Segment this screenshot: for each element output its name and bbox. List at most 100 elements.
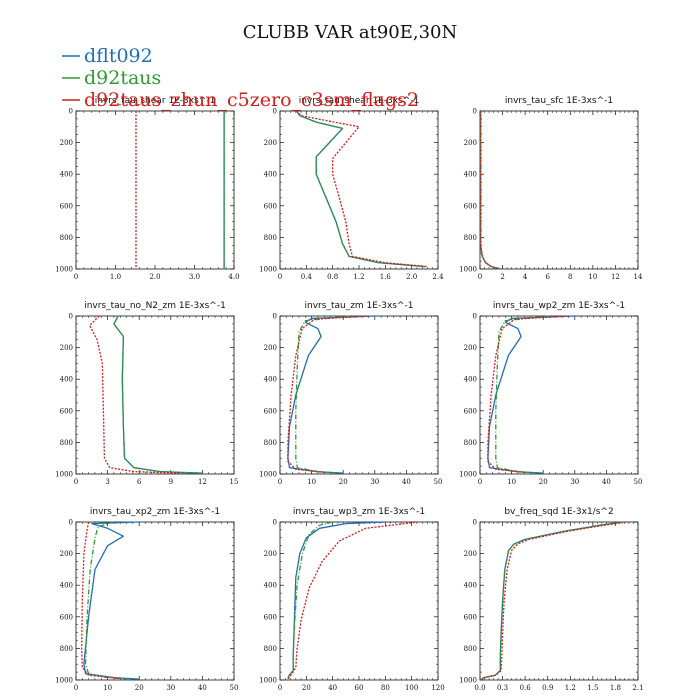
x-tick-label: 0 xyxy=(74,478,78,486)
y-tick-label: 200 xyxy=(464,344,477,352)
series-line-d92taus_zhun_c5zero_c3sm_flags2 xyxy=(487,315,569,474)
plot-frame xyxy=(479,110,639,270)
y-tick-label: 800 xyxy=(264,645,277,653)
x-tick-label: 50 xyxy=(434,478,443,486)
y-tick-label: 400 xyxy=(60,376,73,384)
panel-title: invrs_tau_xp2_zm 1E-3xs^-1 xyxy=(90,507,220,517)
y-tick-label: 0 xyxy=(473,108,477,116)
y-tick-label: 400 xyxy=(264,582,277,590)
x-tick-label: 40 xyxy=(198,684,207,692)
panel-invrs_tau_wp3_zm: invrs_tau_wp3_zm 1E-3xs^-1 0 20 40 60 80 100 12… xyxy=(259,507,445,692)
panel-invrs_tau_no_N2_zm: invrs_tau_no_N2_zm 1E-3xs^-1 0 3 6 9 12 15 0 200… xyxy=(55,301,238,486)
x-tick-label: 0 xyxy=(478,273,482,281)
x-tick-label: 0.8 xyxy=(327,273,338,281)
panel-invrs_tau_shear: invrs_tau_shear 1E-3xs^-1 0 1.0 2.0 3.0 4.0 0 2… xyxy=(55,96,239,281)
y-tick-label: 800 xyxy=(60,234,73,242)
y-tick-label: 400 xyxy=(264,376,277,384)
x-tick-label: 0 xyxy=(74,684,78,692)
x-tick-label: 2.0 xyxy=(149,273,160,281)
y-tick-label: 200 xyxy=(264,550,277,558)
series-line-d92taus xyxy=(295,110,425,268)
x-tick-label: 30 xyxy=(166,684,175,692)
series-line-dflt092 xyxy=(487,315,575,474)
plot-frame xyxy=(75,521,235,681)
y-tick-label: 800 xyxy=(464,234,477,242)
x-tick-label: 14 xyxy=(634,273,643,281)
panel-invrs_tau_xp2_zm: invrs_tau_xp2_zm 1E-3xs^-1 0 10 20 30 40 50 0 20… xyxy=(55,507,238,692)
x-tick-label: 50 xyxy=(230,684,239,692)
y-tick-label: 0 xyxy=(69,519,73,527)
panel-invrs_tau_shear: invrs_tau_shear 1E-3xs^-1 0 0.4 0.8 1.2 1.6 2.… xyxy=(259,96,444,281)
x-tick-label: 1.2 xyxy=(353,273,364,281)
x-tick-label: 0.3 xyxy=(497,684,508,692)
plot-frame xyxy=(75,315,235,475)
y-tick-label: 0 xyxy=(473,313,477,321)
x-tick-label: 20 xyxy=(135,684,144,692)
x-tick-label: 0.0 xyxy=(474,684,485,692)
y-tick-label: 1000 xyxy=(459,471,477,479)
series-line-d92taus xyxy=(495,315,550,474)
legend-label: dflt092 xyxy=(84,45,153,67)
x-tick-label: 3 xyxy=(105,478,109,486)
series-line-d92taus xyxy=(84,521,127,680)
x-tick-label: 0.4 xyxy=(301,273,313,281)
panel-title: invrs_tau_wp3_zm 1E-3xs^-1 xyxy=(293,507,425,517)
panel-title: invrs_tau_wp2_zm 1E-3xs^-1 xyxy=(493,301,625,311)
x-tick-label: 0 xyxy=(478,478,482,486)
x-tick-label: 20 xyxy=(339,478,348,486)
x-tick-label: 40 xyxy=(402,478,411,486)
panel-title: bv_freq_sqd 1E-3x1/s^2 xyxy=(504,507,613,517)
x-tick-label: 4.0 xyxy=(228,273,239,281)
y-tick-label: 1000 xyxy=(259,471,277,479)
x-tick-label: 12 xyxy=(611,273,620,281)
x-tick-label: 1.5 xyxy=(587,684,598,692)
series-line-dflt092 xyxy=(287,315,375,474)
y-tick-label: 600 xyxy=(264,407,277,415)
series-line-dflt092 xyxy=(295,110,425,268)
x-tick-label: 10 xyxy=(507,478,516,486)
x-tick-label: 20 xyxy=(302,684,311,692)
x-tick-label: 0 xyxy=(278,273,282,281)
x-tick-label: 30 xyxy=(570,478,579,486)
x-tick-label: 1.2 xyxy=(565,684,576,692)
series-line-d92taus_zhun_c5zero_c3sm_flags2 xyxy=(296,110,429,268)
panel-title: invrs_tau_shear 1E-3xs^-1 xyxy=(95,96,216,106)
y-tick-label: 800 xyxy=(464,439,477,447)
y-tick-label: 200 xyxy=(60,550,73,558)
plot-frame xyxy=(279,110,439,270)
y-tick-label: 600 xyxy=(60,202,73,210)
y-tick-label: 0 xyxy=(473,519,477,527)
x-tick-label: 20 xyxy=(539,478,548,486)
panel-invrs_tau_wp2_zm: invrs_tau_wp2_zm 1E-3xs^-1 0 10 20 30 40 50 0 20… xyxy=(459,301,642,486)
x-tick-label: 0.6 xyxy=(520,684,532,692)
series-line-dflt092 xyxy=(287,521,386,679)
y-tick-label: 600 xyxy=(464,202,477,210)
panel-invrs_tau_sfc: invrs_tau_sfc 1E-3xs^-1 0 2 4 6 8 10 12 14 0 200 40… xyxy=(459,96,643,281)
x-tick-label: 3.0 xyxy=(189,273,200,281)
panel-grid: invrs_tau_shear 1E-3xs^-1 0 1.0 2.0 3.0 4.0 0 2… xyxy=(55,96,643,692)
y-tick-label: 800 xyxy=(464,645,477,653)
series-line-dflt092 xyxy=(113,315,203,474)
series-line-d92taus_zhun_c5zero_c3sm_flags2 xyxy=(479,111,501,270)
x-tick-label: 0 xyxy=(278,478,282,486)
y-tick-label: 200 xyxy=(60,139,73,147)
y-tick-label: 600 xyxy=(264,202,277,210)
y-tick-label: 400 xyxy=(264,171,277,179)
panel-title: invrs_tau_shear 1E-3xs^-1 xyxy=(299,96,420,106)
y-tick-label: 200 xyxy=(264,139,277,147)
x-tick-label: 40 xyxy=(328,684,337,692)
y-tick-label: 1000 xyxy=(459,677,477,685)
x-tick-label: 15 xyxy=(230,478,239,486)
y-tick-label: 1000 xyxy=(259,266,277,274)
x-tick-label: 0 xyxy=(278,684,282,692)
y-tick-label: 1000 xyxy=(55,266,73,274)
plot-frame xyxy=(479,315,639,475)
y-tick-label: 200 xyxy=(264,344,277,352)
x-tick-label: 12 xyxy=(198,478,207,486)
series-line-d92taus xyxy=(481,521,624,680)
y-tick-label: 800 xyxy=(60,645,73,653)
figure-title: CLUBB VAR at90E,30N xyxy=(243,22,458,43)
series-line-d92taus xyxy=(113,315,203,474)
x-tick-label: 30 xyxy=(370,478,379,486)
y-tick-label: 400 xyxy=(464,171,477,179)
